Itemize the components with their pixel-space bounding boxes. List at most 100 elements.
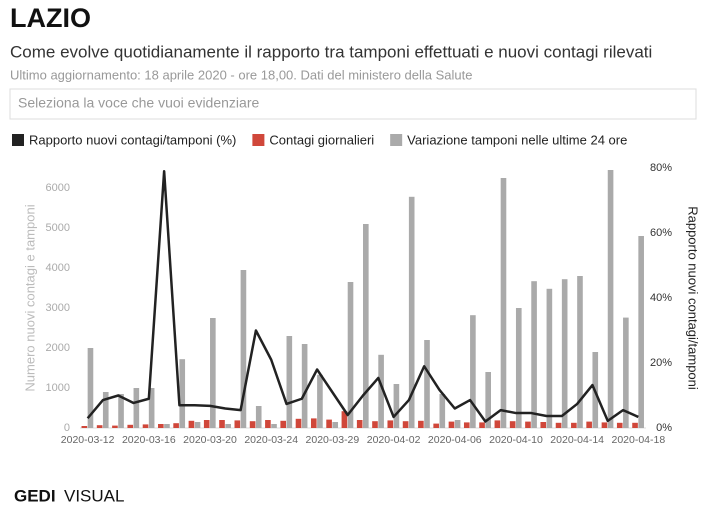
legend-swatch [12, 134, 24, 146]
bar [240, 270, 247, 428]
y-tick-label: 5000 [46, 222, 70, 234]
bar [402, 421, 409, 428]
bar [561, 279, 568, 428]
bar [179, 359, 186, 428]
bar [494, 420, 501, 428]
bar [234, 420, 241, 428]
x-tick-label: 2020-03-16 [122, 434, 176, 446]
bar [249, 421, 256, 428]
bar [142, 424, 149, 428]
y-tick-label: 3000 [46, 302, 70, 314]
bar [173, 423, 179, 428]
bar [607, 170, 614, 428]
y-tick-label: 6000 [46, 182, 70, 194]
legend-swatch [390, 134, 403, 146]
bar [586, 421, 592, 428]
bar [347, 282, 354, 428]
bar [363, 224, 369, 428]
bar [255, 406, 262, 428]
x-tick-label: 2020-03-24 [244, 434, 298, 446]
bar [203, 420, 210, 428]
bar [454, 420, 461, 428]
chart-title: LAZIO [10, 3, 91, 33]
bar [571, 422, 577, 428]
bar [509, 421, 516, 428]
bar [372, 421, 378, 428]
bar [96, 425, 103, 428]
bar [540, 422, 547, 428]
y-tick-label: 0 [64, 422, 70, 434]
y-tick-label: 4000 [46, 262, 70, 274]
logo-brand: GEDI [14, 486, 56, 505]
bar [463, 422, 470, 428]
bar [301, 344, 308, 428]
bar [632, 422, 638, 428]
bar [525, 421, 531, 428]
x-tick-label: 2020-04-10 [489, 434, 543, 446]
bar [424, 340, 430, 428]
y2-tick-label: 40% [650, 292, 672, 304]
bar [601, 422, 608, 428]
bar [378, 354, 384, 428]
bar [332, 422, 339, 428]
bar [479, 422, 485, 428]
bar [102, 392, 109, 428]
y2-tick-label: 20% [650, 357, 672, 369]
bar [219, 420, 225, 428]
bar [485, 372, 491, 428]
bar [470, 315, 476, 428]
y2-tick-label: 80% [650, 162, 672, 174]
bar [448, 421, 455, 428]
x-tick-label: 2020-03-20 [183, 434, 237, 446]
bar [194, 422, 201, 428]
bar [164, 424, 170, 428]
legend-label: Contagi giornalieri [269, 132, 374, 147]
bar [531, 281, 537, 428]
bar [127, 424, 134, 428]
bar [81, 426, 88, 428]
bar [408, 196, 415, 428]
bar [210, 318, 216, 428]
bar [188, 420, 195, 428]
bar [393, 384, 400, 428]
bar [515, 308, 522, 428]
x-tick-label: 2020-04-06 [428, 434, 482, 446]
y2-tick-label: 0% [656, 422, 672, 434]
y-tick-label: 1000 [46, 382, 70, 394]
line [86, 170, 639, 423]
x-tick-label: 2020-03-12 [61, 434, 115, 446]
bar [356, 420, 363, 428]
bar [310, 418, 317, 428]
bar [555, 422, 562, 428]
bar [225, 424, 231, 428]
chart-subtitle: Come evolve quotidianamente il rapporto … [10, 42, 652, 61]
bar [387, 420, 394, 428]
bar [112, 425, 118, 428]
y-tick-label: 2000 [46, 342, 70, 354]
bar [638, 236, 644, 428]
dropdown[interactable] [9, 88, 697, 120]
bar [280, 420, 287, 428]
bar [286, 336, 293, 428]
bar [341, 411, 348, 428]
legend-swatch [252, 134, 265, 146]
bar [87, 348, 94, 428]
bar [326, 419, 332, 428]
bar [265, 420, 271, 428]
bar [418, 420, 424, 428]
y2-tick-label: 60% [650, 227, 672, 239]
legend-label: Variazione tamponi nelle ultime 24 ore [407, 132, 627, 147]
bar [577, 276, 583, 428]
dropdown-placeholder[interactable]: Seleziona la voce che vuoi evidenziare [18, 95, 259, 111]
y2-axis-label: Rapporto nuovi contagi/tamponi [686, 206, 701, 390]
bar [271, 424, 277, 428]
bar [433, 423, 439, 428]
bar [295, 418, 302, 428]
x-tick-label: 2020-03-29 [306, 434, 360, 446]
x-tick-label: 2020-04-14 [550, 434, 604, 446]
bar [158, 424, 164, 428]
logo-label: VISUAL [64, 486, 124, 505]
bar [546, 288, 553, 428]
